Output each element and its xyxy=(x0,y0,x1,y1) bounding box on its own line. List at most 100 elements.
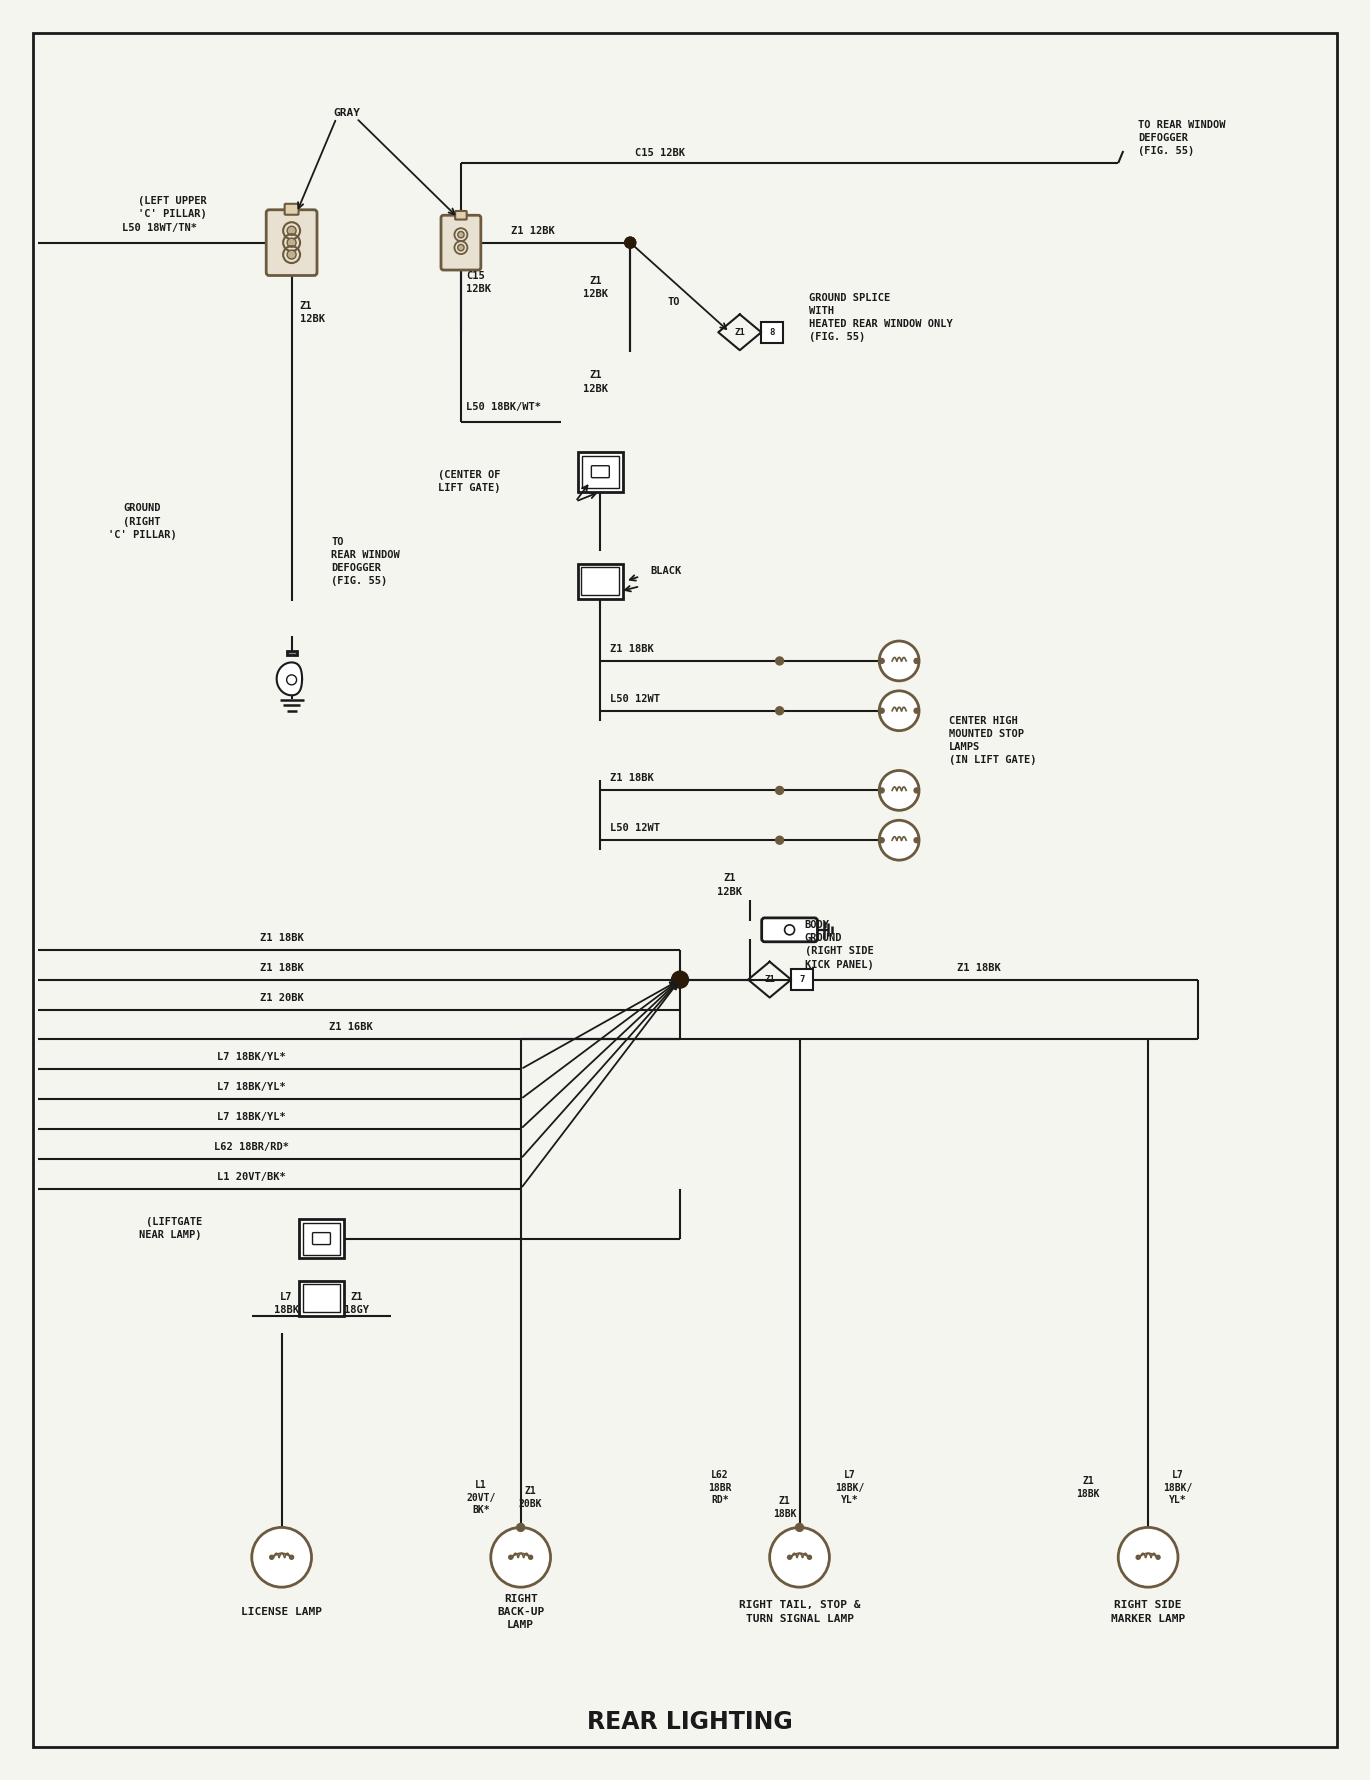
Circle shape xyxy=(914,708,919,714)
Circle shape xyxy=(914,659,919,664)
Circle shape xyxy=(796,1524,804,1531)
Circle shape xyxy=(288,251,296,260)
Text: L1 20VT/BK*: L1 20VT/BK* xyxy=(218,1171,286,1182)
Text: Z1 20BK: Z1 20BK xyxy=(260,993,304,1002)
Text: (CENTER OF
LIFT GATE): (CENTER OF LIFT GATE) xyxy=(438,470,501,493)
Circle shape xyxy=(914,789,919,792)
Text: L62 18BR/RD*: L62 18BR/RD* xyxy=(214,1143,289,1152)
FancyBboxPatch shape xyxy=(455,212,467,219)
FancyBboxPatch shape xyxy=(762,918,818,942)
Text: REAR LIGHTING: REAR LIGHTING xyxy=(588,1709,793,1734)
Text: Z1
12BK: Z1 12BK xyxy=(300,301,325,324)
Circle shape xyxy=(288,226,296,235)
Text: L50 12WT: L50 12WT xyxy=(610,824,660,833)
Text: L50 18BK/WT*: L50 18BK/WT* xyxy=(466,402,541,411)
Circle shape xyxy=(671,972,689,988)
Circle shape xyxy=(880,771,919,810)
Circle shape xyxy=(270,1556,274,1559)
Text: GROUND SPLICE
WITH
HEATED REAR WINDOW ONLY
(FIG. 55): GROUND SPLICE WITH HEATED REAR WINDOW ON… xyxy=(810,292,954,342)
Circle shape xyxy=(880,821,919,860)
Text: L7
18BK/
YL*: L7 18BK/ YL* xyxy=(1163,1470,1193,1504)
Text: L50 12WT: L50 12WT xyxy=(610,694,660,703)
Circle shape xyxy=(1156,1556,1160,1559)
Text: Z1
12BK: Z1 12BK xyxy=(582,370,608,393)
Text: LICENSE LAMP: LICENSE LAMP xyxy=(241,1607,322,1616)
Circle shape xyxy=(289,1556,293,1559)
Text: L7
18BK: L7 18BK xyxy=(274,1292,299,1315)
Bar xyxy=(303,1223,340,1255)
Text: Z1 18BK: Z1 18BK xyxy=(260,963,304,972)
Circle shape xyxy=(880,708,884,714)
Circle shape xyxy=(516,1524,525,1531)
Bar xyxy=(762,322,782,344)
Text: BODY
GROUND
(RIGHT SIDE
KICK PANEL): BODY GROUND (RIGHT SIDE KICK PANEL) xyxy=(804,920,873,970)
FancyBboxPatch shape xyxy=(285,203,299,215)
Circle shape xyxy=(508,1556,512,1559)
Text: CENTER HIGH
MOUNTED STOP
LAMPS
(IN LIFT GATE): CENTER HIGH MOUNTED STOP LAMPS (IN LIFT … xyxy=(949,716,1037,765)
Text: Z1
18BK: Z1 18BK xyxy=(1077,1476,1100,1499)
Bar xyxy=(303,1285,340,1312)
FancyBboxPatch shape xyxy=(266,210,316,276)
Bar xyxy=(582,456,619,488)
Text: L1
20VT/
BK*: L1 20VT/ BK* xyxy=(466,1481,496,1515)
Circle shape xyxy=(458,244,464,251)
Text: Z1 18BK: Z1 18BK xyxy=(956,963,1000,972)
Text: GROUND
(RIGHT
'C' PILLAR): GROUND (RIGHT 'C' PILLAR) xyxy=(108,504,177,539)
Text: RIGHT SIDE
MARKER LAMP: RIGHT SIDE MARKER LAMP xyxy=(1111,1600,1185,1623)
Text: Z1
18BK: Z1 18BK xyxy=(773,1497,796,1518)
Text: Z1
12BK: Z1 12BK xyxy=(582,276,608,299)
Circle shape xyxy=(788,1556,792,1559)
Text: (LEFT UPPER
'C' PILLAR): (LEFT UPPER 'C' PILLAR) xyxy=(138,196,207,219)
Polygon shape xyxy=(277,662,301,696)
Circle shape xyxy=(914,838,919,842)
Circle shape xyxy=(1136,1556,1140,1559)
Text: Z1: Z1 xyxy=(734,328,745,336)
Text: TO: TO xyxy=(667,297,680,308)
Text: Z1 18BK: Z1 18BK xyxy=(610,644,653,653)
Circle shape xyxy=(1118,1527,1178,1588)
Circle shape xyxy=(458,231,464,239)
Bar xyxy=(299,1219,344,1258)
Circle shape xyxy=(807,1556,811,1559)
Text: L7
18BK/
YL*: L7 18BK/ YL* xyxy=(834,1470,864,1504)
Text: 7: 7 xyxy=(799,975,804,984)
Circle shape xyxy=(625,237,636,247)
Text: L50 18WT/TN*: L50 18WT/TN* xyxy=(122,222,197,233)
Text: C15
12BK: C15 12BK xyxy=(466,271,490,294)
Text: L7 18BK/YL*: L7 18BK/YL* xyxy=(218,1082,286,1093)
Bar xyxy=(578,564,623,598)
Text: L62
18BR
RD*: L62 18BR RD* xyxy=(708,1470,732,1504)
Text: C15 12BK: C15 12BK xyxy=(636,148,685,158)
Text: 8: 8 xyxy=(770,328,774,336)
Text: Z1: Z1 xyxy=(764,975,775,984)
Circle shape xyxy=(880,659,884,664)
Circle shape xyxy=(775,657,784,666)
Circle shape xyxy=(490,1527,551,1588)
FancyBboxPatch shape xyxy=(441,215,481,271)
Text: Z1 16BK: Z1 16BK xyxy=(329,1022,373,1032)
Circle shape xyxy=(775,837,784,844)
Bar xyxy=(578,452,623,491)
Text: Z1 18BK: Z1 18BK xyxy=(260,933,304,943)
Bar xyxy=(286,651,296,655)
Text: GRAY: GRAY xyxy=(333,109,360,117)
Text: L7 18BK/YL*: L7 18BK/YL* xyxy=(218,1112,286,1121)
Circle shape xyxy=(288,239,296,247)
Text: L7 18BK/YL*: L7 18BK/YL* xyxy=(218,1052,286,1063)
Text: Z1
12BK: Z1 12BK xyxy=(718,874,743,897)
Text: RIGHT
BACK-UP
LAMP: RIGHT BACK-UP LAMP xyxy=(497,1593,544,1630)
Text: TO REAR WINDOW
DEFOGGER
(FIG. 55): TO REAR WINDOW DEFOGGER (FIG. 55) xyxy=(1138,119,1226,157)
Text: Z1
18GY: Z1 18GY xyxy=(344,1292,369,1315)
Text: Z1
20BK: Z1 20BK xyxy=(519,1486,543,1509)
Circle shape xyxy=(880,641,919,682)
Bar xyxy=(790,968,812,990)
Bar xyxy=(581,568,619,595)
Text: BLACK: BLACK xyxy=(651,566,681,577)
Circle shape xyxy=(880,691,919,730)
Text: Z1 12BK: Z1 12BK xyxy=(511,226,555,235)
Circle shape xyxy=(529,1556,533,1559)
Circle shape xyxy=(625,237,636,247)
Circle shape xyxy=(880,838,884,842)
Bar xyxy=(299,1282,344,1315)
Circle shape xyxy=(775,707,784,716)
